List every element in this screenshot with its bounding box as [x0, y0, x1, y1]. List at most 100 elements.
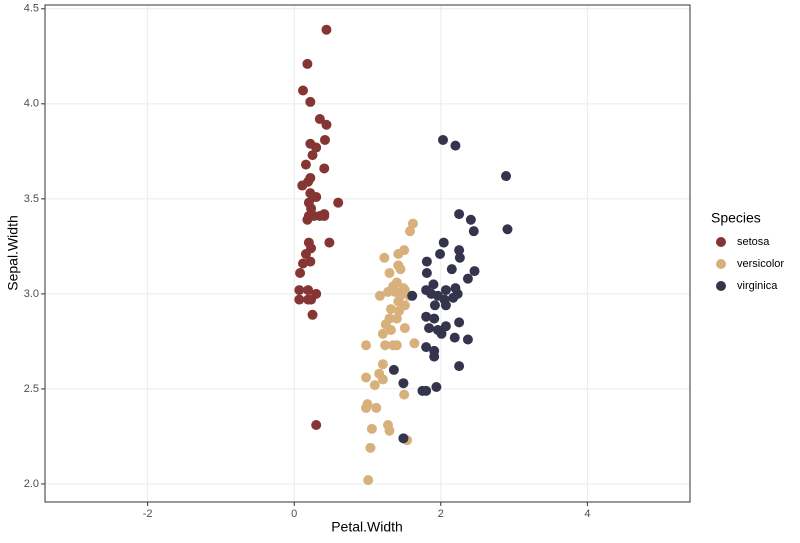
point: [297, 180, 308, 191]
point: [421, 342, 432, 353]
point: [424, 323, 435, 334]
point: [407, 290, 418, 301]
point: [361, 402, 372, 413]
point: [379, 252, 390, 263]
point: [428, 279, 439, 290]
point: [377, 359, 388, 370]
point: [437, 134, 448, 145]
point: [391, 340, 402, 351]
point: [421, 256, 432, 267]
point: [431, 382, 442, 393]
point: [361, 372, 372, 383]
point: [398, 378, 409, 389]
point: [502, 224, 513, 235]
point: [462, 273, 473, 284]
point: [319, 163, 330, 174]
point: [303, 294, 314, 305]
point: [399, 323, 410, 334]
point: [307, 309, 318, 320]
point: [311, 142, 322, 153]
point: [421, 385, 432, 396]
point: [393, 248, 404, 259]
point: [371, 402, 382, 413]
point: [421, 267, 432, 278]
point: [300, 159, 311, 170]
point: [303, 285, 314, 296]
point: [333, 197, 344, 208]
point: [454, 209, 465, 220]
point: [385, 304, 396, 315]
point: [374, 290, 385, 301]
point: [311, 191, 322, 202]
point: [438, 237, 449, 248]
point: [366, 423, 377, 434]
point: [380, 340, 391, 351]
point: [436, 328, 447, 339]
point: [306, 203, 317, 214]
x-axis-title: Petal.Width: [331, 519, 403, 535]
point: [394, 305, 405, 316]
point: [298, 258, 308, 269]
point: [465, 214, 476, 225]
x-tick-label: -2: [143, 508, 153, 520]
point: [391, 313, 402, 324]
point: [462, 334, 473, 345]
point: [440, 300, 451, 311]
point: [448, 292, 459, 303]
point: [399, 389, 410, 400]
point: [365, 442, 376, 453]
y-tick-label: 4.5: [24, 3, 39, 15]
legend-marker: [716, 259, 726, 269]
point: [440, 285, 451, 296]
point: [388, 364, 399, 375]
legend-marker: [716, 281, 726, 291]
point: [324, 237, 335, 248]
point: [501, 171, 512, 182]
y-tick-label: 3.5: [24, 193, 39, 205]
y-tick-label: 2.5: [24, 383, 39, 395]
point: [377, 328, 388, 339]
point: [405, 226, 416, 237]
legend-label: setosa: [737, 236, 770, 248]
point: [454, 245, 465, 256]
point: [302, 58, 313, 69]
point: [302, 214, 313, 225]
point: [321, 24, 332, 35]
point: [409, 338, 420, 349]
point: [295, 267, 306, 278]
point: [454, 317, 465, 328]
point: [361, 340, 372, 351]
point: [294, 285, 305, 296]
point: [446, 264, 457, 275]
x-tick-label: 4: [584, 508, 590, 520]
y-tick-label: 4.0: [24, 98, 39, 110]
legend-title: Species: [711, 210, 761, 226]
plot-border: [44, 4, 691, 503]
point: [319, 210, 330, 221]
y-tick-label: 3.0: [24, 288, 39, 300]
point: [469, 266, 480, 277]
point: [429, 300, 440, 311]
point: [321, 119, 332, 130]
point: [307, 150, 318, 161]
point: [429, 313, 440, 324]
point: [363, 475, 374, 486]
y-axis-title: Sepal.Width: [5, 215, 21, 290]
point: [398, 433, 409, 444]
point: [384, 425, 395, 436]
point: [369, 380, 380, 391]
x-tick-label: 2: [438, 508, 444, 520]
legend-marker: [716, 237, 726, 247]
legend-label: virginica: [737, 280, 778, 292]
point: [435, 248, 446, 259]
point: [311, 420, 322, 431]
plot-background: [45, 5, 690, 502]
point: [298, 85, 308, 96]
point: [468, 226, 479, 237]
point: [305, 96, 316, 107]
point: [429, 351, 440, 362]
point: [385, 324, 396, 335]
point: [383, 286, 394, 297]
point: [314, 114, 325, 125]
